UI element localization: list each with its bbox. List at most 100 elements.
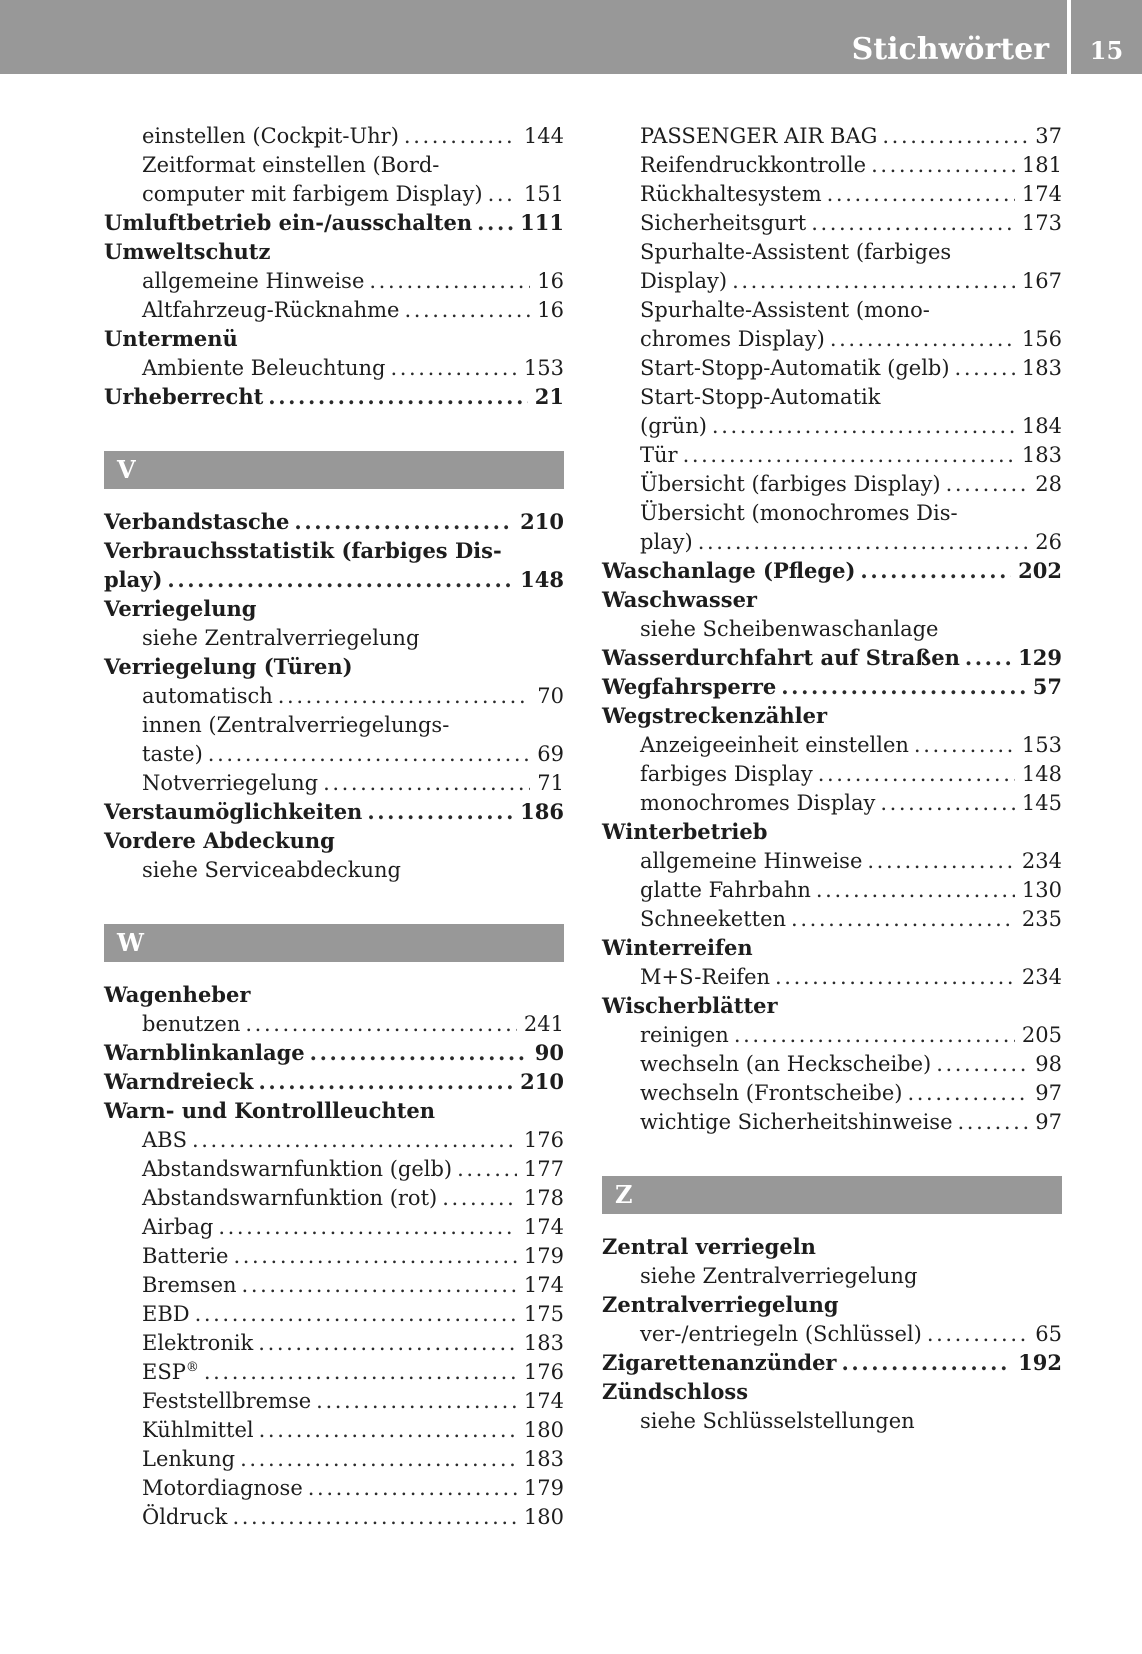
- index-entry: ABS 176: [104, 1121, 564, 1152]
- entry-label: Schneeketten: [640, 900, 786, 934]
- entry-label-text: monochromes Display: [640, 791, 876, 815]
- dot-leader: [712, 412, 1015, 441]
- entry-label: Verriegelung: [104, 590, 256, 623]
- entry-label: einstellen (Cockpit-Uhr): [142, 117, 399, 151]
- entry-page-number: 65: [1035, 1322, 1062, 1346]
- index-entry: Tür 183: [602, 436, 1062, 467]
- index-entry: play) 26: [602, 523, 1062, 554]
- entry-label: Spurhalte-Assistent (mono-: [640, 291, 930, 325]
- entry-label-text: reinigen: [640, 1023, 729, 1047]
- entry-label-text: siehe Zentralverriegelung: [142, 626, 420, 650]
- dot-leader: [958, 1108, 1029, 1137]
- entry-label-text: Schneeketten: [640, 907, 787, 931]
- entry-page-number: 21: [534, 384, 564, 409]
- entry-label: Wegfahrsperre: [602, 668, 776, 701]
- index-entry: reinigen 205: [602, 1016, 1062, 1047]
- index-entry: Wasserdurchfahrt auf Straßen 129: [602, 639, 1062, 670]
- entry-page-number: 90: [534, 1040, 564, 1065]
- entry-page-number: 153: [523, 356, 564, 380]
- index-entry: Batterie 179: [104, 1237, 564, 1268]
- entry-page-number: 16: [537, 269, 564, 293]
- index-entry: Übersicht (monochromes Dis-: [602, 494, 1062, 525]
- index-entry: Urheberrecht 21: [104, 378, 564, 409]
- index-entry: Abstandswarnfunktion (rot) 178: [104, 1179, 564, 1210]
- entry-page-number: 234: [1021, 849, 1062, 873]
- entry-label-text: Übersicht (farbiges Display): [640, 472, 941, 496]
- entry-label: Kühlmittel: [142, 1411, 254, 1445]
- entry-label-text: computer mit farbigem Display): [142, 182, 483, 206]
- entry-label: glatte Fahrbahn: [640, 871, 811, 905]
- index-entry: automatisch 70: [104, 677, 564, 708]
- entry-label: allgemeine Hinweise: [142, 262, 364, 296]
- section-letter: V: [117, 455, 136, 484]
- entry-label-text: chromes Display): [640, 327, 825, 351]
- entry-label: Verbrauchsstatistik (farbiges Dis-: [104, 532, 502, 565]
- index-entry: Start-Stopp-Automatik (gelb) 183: [602, 349, 1062, 380]
- section-letter: W: [117, 928, 144, 957]
- section-letter-bar: W: [104, 924, 564, 962]
- index-entry: Notverriegelung 71: [104, 764, 564, 795]
- entry-label-text: Kühlmittel: [142, 1418, 254, 1442]
- dot-leader: [488, 180, 517, 209]
- index-entry: innen (Zentralverriegelungs-: [104, 706, 564, 737]
- index-entry: wechseln (Frontscheibe) 97: [602, 1074, 1062, 1105]
- index-entry: Umluftbetrieb ein-/ausschalten 111: [104, 204, 564, 235]
- entry-label-text: Winterreifen: [602, 935, 753, 960]
- index-entry: EBD 175: [104, 1295, 564, 1326]
- entry-page-number: 69: [537, 742, 564, 766]
- index-entry: Altfahrzeug-Rücknahme 16: [104, 291, 564, 322]
- entry-label: Bremsen: [142, 1266, 237, 1300]
- entry-label: siehe Serviceabdeckung: [142, 851, 401, 885]
- entry-label: Start-Stopp-Automatik: [640, 378, 880, 412]
- entry-label: siehe Schlüsselstellungen: [640, 1402, 915, 1436]
- entry-page-number: 151: [523, 182, 564, 206]
- entry-label-text: innen (Zentralverriegelungs-: [142, 713, 450, 737]
- index-entry: Warnblinkanlage 90: [104, 1034, 564, 1065]
- entry-page-number: 148: [520, 567, 564, 592]
- entry-page-number: 97: [1035, 1110, 1062, 1134]
- entry-label: allgemeine Hinweise: [640, 842, 862, 876]
- entry-label-text: farbiges Display: [640, 762, 813, 786]
- entry-label-text: play): [104, 567, 163, 592]
- entry-label: wichtige Sicherheitshinweise: [640, 1103, 953, 1137]
- entry-label: Zentral verriegeln: [602, 1228, 816, 1261]
- entry-label-text: wechseln (Frontscheibe): [640, 1081, 903, 1105]
- entry-label-text: Waschanlage (Pflege): [602, 558, 856, 583]
- entry-label-text: Start-Stopp-Automatik (gelb): [640, 356, 950, 380]
- entry-page-number: 153: [1021, 733, 1062, 757]
- entry-label: Abstandswarnfunktion (rot): [142, 1179, 437, 1213]
- entry-label: (grün): [640, 407, 707, 441]
- entry-label: Warn- und Kontrollleuchten: [104, 1092, 435, 1125]
- entry-label-text: Batterie: [142, 1244, 229, 1268]
- entry-page-number: 183: [523, 1447, 564, 1471]
- entry-label-text: Wasserdurchfahrt auf Straßen: [602, 645, 960, 670]
- dot-leader: [927, 1320, 1028, 1349]
- entry-page-number: 184: [1021, 414, 1062, 438]
- entry-label: Motordiagnose: [142, 1469, 303, 1503]
- entry-label-text: Wegstreckenzähler: [602, 703, 828, 728]
- entry-page-number: 111: [520, 210, 564, 235]
- entry-label-text: benutzen: [142, 1012, 241, 1036]
- entry-page-number: 210: [520, 509, 564, 534]
- index-entry: Reifendruckkontrolle 181: [602, 146, 1062, 177]
- index-entry: Airbag 174: [104, 1208, 564, 1239]
- entry-label-text: Sicherheitsgurt: [640, 211, 807, 235]
- entry-page-number: 183: [1021, 443, 1062, 467]
- entry-label: Vordere Abdeckung: [104, 822, 335, 855]
- entry-page-number: 234: [1021, 965, 1062, 989]
- entry-label: Verbandstasche: [104, 503, 289, 536]
- dot-leader: [232, 1503, 516, 1532]
- entry-label: Warndreieck: [104, 1063, 253, 1096]
- entry-page-number: 183: [1021, 356, 1062, 380]
- index-entry: Zündschloss: [602, 1373, 1062, 1404]
- entry-label-text: play): [640, 530, 693, 554]
- entry-label-text: Zentral verriegeln: [602, 1234, 816, 1259]
- index-entry: Anzeigeeinheit einstellen 153: [602, 726, 1062, 757]
- dot-leader: [218, 1213, 517, 1242]
- entry-label: Sicherheitsgurt: [640, 204, 806, 238]
- index-entry: Spurhalte-Assistent (farbiges: [602, 233, 1062, 264]
- index-column-left: einstellen (Cockpit-Uhr) 144 Zeitformat …: [104, 117, 564, 1529]
- entry-page-number: 130: [1021, 878, 1062, 902]
- entry-label: Untermenü: [104, 320, 238, 353]
- entry-page-number: 235: [1021, 907, 1062, 931]
